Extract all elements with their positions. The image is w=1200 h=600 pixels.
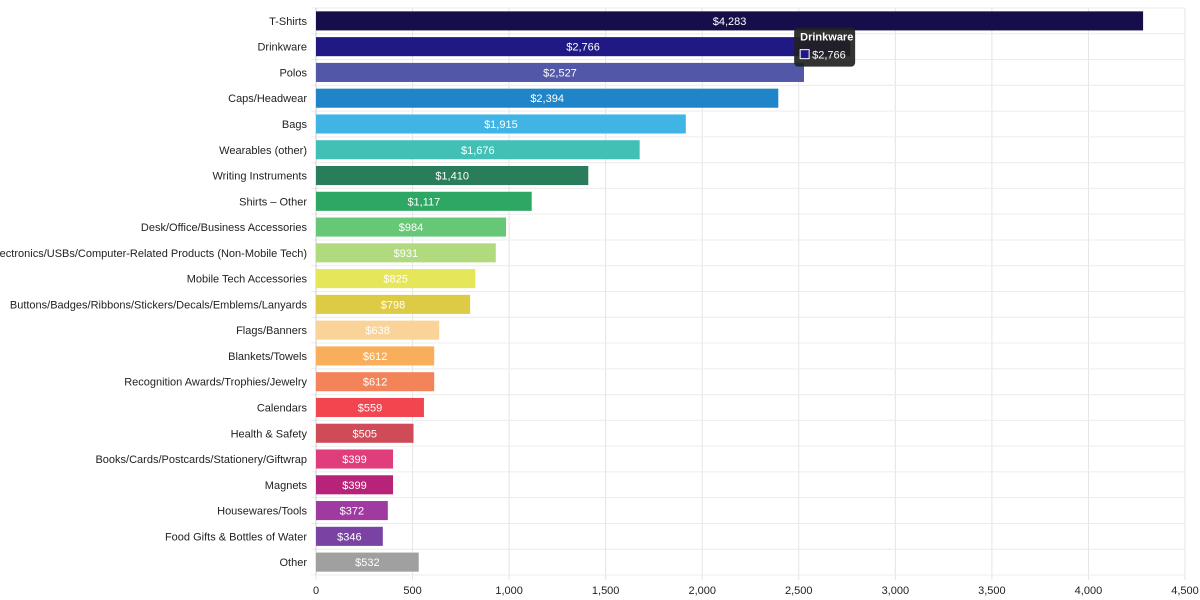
- bar-value-label: $612: [363, 351, 387, 363]
- bar-value-label: $532: [355, 557, 379, 569]
- bar-value-label: $372: [340, 506, 364, 518]
- bar[interactable]: [316, 346, 435, 366]
- x-tick-label: 1,000: [495, 585, 523, 597]
- bar[interactable]: [316, 11, 1144, 31]
- category-label: Calendars: [257, 402, 308, 414]
- bar[interactable]: [316, 423, 414, 443]
- category-label: Blankets/Towels: [228, 351, 307, 363]
- x-tick-label: 0: [313, 585, 319, 597]
- bar[interactable]: [316, 140, 640, 160]
- bar-value-label: $1,410: [435, 171, 469, 183]
- tooltip-title: Drinkware: [800, 32, 853, 44]
- bar-value-label: $638: [365, 325, 389, 337]
- category-label: Bags: [282, 119, 308, 131]
- bar[interactable]: [316, 62, 804, 82]
- bar-value-label: $1,676: [461, 145, 495, 157]
- grid-lines: [311, 7, 1186, 580]
- category-label: Writing Instruments: [212, 171, 307, 183]
- bar[interactable]: [316, 397, 424, 418]
- bars: [316, 11, 1144, 572]
- x-tick-label: 3,500: [978, 585, 1006, 597]
- bar-value-label: $559: [358, 402, 382, 414]
- bar-value-label: $1,117: [407, 196, 440, 208]
- bar[interactable]: [316, 526, 383, 546]
- bar[interactable]: [316, 165, 589, 186]
- category-label: Drinkware: [257, 42, 307, 54]
- category-label: Books/Cards/Postcards/Stationery/Giftwra…: [95, 454, 307, 466]
- category-label: Buttons/Badges/Ribbons/Stickers/Decals/E…: [10, 299, 308, 311]
- category-label: Flags/Banners: [236, 325, 307, 337]
- category-label: Other: [279, 557, 307, 569]
- bar-value-label: $2,394: [530, 93, 564, 105]
- category-label: Housewares/Tools: [217, 506, 307, 518]
- x-tick-label: 500: [403, 585, 421, 597]
- bar-value-label: $825: [383, 274, 407, 286]
- bar[interactable]: [316, 294, 471, 314]
- bar[interactable]: [316, 114, 686, 134]
- data-labels: $4,283 $2,766 $2,527 $2,394 $1,915 $1,676 $1,4…: [337, 16, 746, 569]
- category-label: Health & Safety: [231, 428, 308, 440]
- x-tick-label: 1,500: [592, 585, 620, 597]
- category-label: Desk/Office/Business Accessories: [141, 222, 308, 234]
- x-tick-label: 2,000: [688, 585, 716, 597]
- bar-value-label: $505: [353, 428, 377, 440]
- bar[interactable]: [316, 191, 532, 211]
- bar-value-label: $399: [342, 480, 366, 492]
- category-label: Polos: [279, 67, 307, 79]
- x-tick-label: 3,000: [882, 585, 910, 597]
- tooltip-value: $2,766: [812, 50, 846, 62]
- bar[interactable]: [316, 37, 851, 57]
- x-tick-label: 2,500: [785, 585, 813, 597]
- bar-value-label: $984: [399, 222, 423, 234]
- category-label: Caps/Headwear: [228, 93, 307, 105]
- bar[interactable]: [316, 217, 507, 237]
- x-tick-label: 4,500: [1171, 585, 1199, 597]
- tooltip-swatch: [799, 49, 810, 60]
- bar-value-label: $798: [381, 299, 405, 311]
- bar-value-label: $2,766: [566, 42, 600, 54]
- bar[interactable]: [316, 501, 388, 521]
- bar[interactable]: [316, 269, 476, 289]
- bar[interactable]: [316, 552, 419, 572]
- tooltip: Drinkware $2,766: [794, 27, 856, 67]
- bar-value-label: $4,283: [713, 16, 747, 28]
- bar-value-label: $2,527: [543, 67, 577, 79]
- x-axis-ticks: 0 500 1,000 1,500 2,000 2,500 3,000 3,500 4,000 4…: [313, 585, 1199, 597]
- category-label: Magnets: [265, 480, 308, 492]
- category-label: Electronics/USBs/Computer-Related Produc…: [0, 248, 307, 260]
- category-label: Food Gifts & Bottles of Water: [165, 531, 307, 543]
- bar-value-label: $612: [363, 377, 387, 389]
- bar[interactable]: [316, 475, 394, 495]
- bar-value-label: $346: [337, 531, 361, 543]
- bar[interactable]: [316, 88, 779, 108]
- bar[interactable]: [316, 243, 496, 263]
- bar-value-label: $399: [342, 454, 366, 466]
- category-label: T-Shirts: [269, 16, 307, 28]
- category-label: Shirts – Other: [239, 196, 307, 208]
- x-tick-label: 4,000: [1075, 585, 1103, 597]
- bar[interactable]: [316, 320, 440, 340]
- bar-value-label: $931: [394, 248, 418, 260]
- bar-value-label: $1,915: [484, 119, 518, 131]
- category-label: Mobile Tech Accessories: [187, 274, 308, 286]
- bar[interactable]: [316, 449, 394, 469]
- bar[interactable]: [316, 372, 435, 392]
- category-labels: T-Shirts Drinkware Polos Caps/Headwear Bags W…: [0, 16, 307, 569]
- category-label: Wearables (other): [219, 145, 307, 157]
- category-label: Recognition Awards/Trophies/Jewelry: [124, 377, 307, 389]
